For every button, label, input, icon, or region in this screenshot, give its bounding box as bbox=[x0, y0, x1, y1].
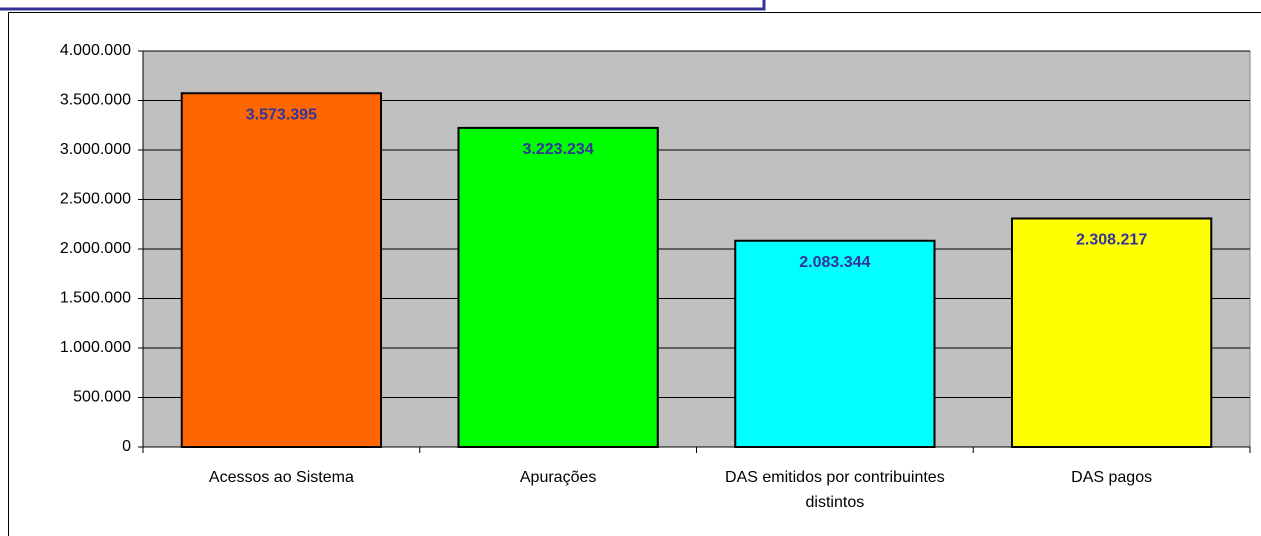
x-tick-label: Acessos ao Sistema bbox=[208, 469, 354, 486]
y-tick-label: 500.000 bbox=[73, 389, 131, 406]
bar bbox=[1010, 217, 1213, 448]
header-frame bbox=[0, 0, 766, 11]
y-tick-label: 3.000.000 bbox=[60, 141, 131, 158]
x-tick-label: DAS emitidos por contribuintes distintos bbox=[725, 469, 945, 511]
y-tick-label: 4.000.000 bbox=[60, 42, 131, 59]
bar bbox=[457, 126, 659, 448]
value-label: 2.308.217 bbox=[1076, 232, 1147, 249]
x-tick-label: DAS pagos bbox=[1071, 469, 1153, 486]
value-label: 2.083.344 bbox=[799, 254, 870, 271]
value-label: 3.573.395 bbox=[246, 106, 317, 123]
y-tick-label: 2.000.000 bbox=[60, 240, 131, 257]
y-tick-label: 0 bbox=[122, 438, 131, 455]
x-tick-label: Apurações bbox=[519, 469, 597, 486]
bar bbox=[734, 239, 936, 448]
value-label: 3.223.234 bbox=[523, 141, 594, 158]
bar bbox=[180, 92, 383, 449]
y-tick-label: 2.500.000 bbox=[60, 191, 131, 208]
y-tick-label: 1.500.000 bbox=[60, 290, 131, 307]
y-tick-label: 3.500.000 bbox=[60, 92, 131, 109]
y-tick-label: 1.000.000 bbox=[60, 339, 131, 356]
